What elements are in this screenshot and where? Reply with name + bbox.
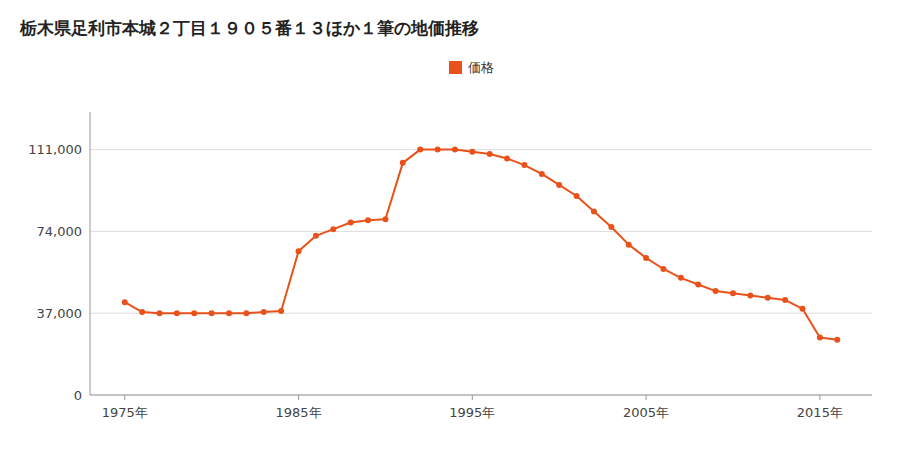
plot-area: [122, 147, 840, 343]
x-tick-label: 1975年: [102, 405, 148, 420]
series-marker: [278, 308, 284, 314]
y-tick-label: 74,000: [37, 224, 83, 239]
series-marker: [713, 288, 719, 294]
x-tick-label: 2015年: [797, 405, 843, 420]
y-axis-line: [90, 112, 91, 395]
series-marker: [139, 309, 145, 315]
y-tick-label: 0: [74, 388, 82, 403]
series-marker: [157, 310, 163, 316]
chart-svg: 栃木県足利市本城２丁目１９０５番１３ほか１筆の地価推移価格 0 37,000 74,0…: [0, 0, 900, 450]
series-marker: [782, 297, 788, 303]
series-marker: [643, 255, 649, 261]
series-marker: [608, 224, 614, 230]
y-tick-label: 37,000: [37, 306, 83, 321]
x-tick: [298, 395, 299, 400]
x-tick-label: 2005年: [623, 405, 669, 420]
series-marker: [435, 147, 441, 153]
series-marker: [504, 155, 510, 161]
x-tick: [646, 395, 647, 400]
series-marker: [417, 147, 423, 153]
grid-line: [90, 231, 872, 232]
grid-line: [90, 149, 872, 150]
series-marker: [330, 226, 336, 232]
series-marker: [695, 281, 701, 287]
x-tick-label: 1985年: [275, 405, 321, 420]
x-tick: [819, 395, 820, 400]
series-marker: [122, 299, 128, 305]
series-marker: [469, 149, 475, 155]
series-marker: [261, 309, 267, 315]
series-marker: [348, 220, 354, 226]
series-marker: [574, 193, 580, 199]
legend-swatch: [449, 61, 462, 74]
series-marker: [400, 160, 406, 166]
series-marker: [452, 147, 458, 153]
series-marker: [556, 182, 562, 188]
legend-label: 価格: [468, 60, 494, 75]
x-axis-line: [90, 395, 872, 396]
x-tick: [472, 395, 473, 400]
series-marker: [209, 310, 215, 316]
chart-container: 栃木県足利市本城２丁目１９０５番１３ほか１筆の地価推移価格 0 37,000 74,0…: [0, 0, 900, 450]
x-tick: [124, 395, 125, 400]
series-marker: [678, 275, 684, 281]
series-marker: [539, 171, 545, 177]
background: [0, 0, 900, 450]
series-marker: [660, 266, 666, 272]
x-tick-label: 1995年: [449, 405, 495, 420]
series-marker: [487, 151, 493, 157]
y-tick-label: 111,000: [28, 142, 82, 157]
series-marker: [626, 242, 632, 248]
series-marker: [799, 306, 805, 312]
series-marker: [382, 216, 388, 222]
series-marker: [765, 295, 771, 301]
series-marker: [365, 217, 371, 223]
series-marker: [226, 310, 232, 316]
series-marker: [591, 208, 597, 214]
series-marker: [243, 310, 249, 316]
axes: 0 37,000 74,000 111,000 1975年 1985年 1995年 2005年…: [28, 112, 872, 420]
series-line: [125, 150, 837, 340]
series-marker: [313, 233, 319, 239]
chart-title: 栃木県足利市本城２丁目１９０５番１３ほか１筆の地価推移: [19, 18, 479, 38]
series-marker: [521, 162, 527, 168]
legend: 価格: [449, 60, 494, 75]
series-marker: [174, 310, 180, 316]
series-marker: [191, 310, 197, 316]
grid-line: [90, 395, 872, 396]
series-marker: [817, 335, 823, 341]
series-marker: [730, 290, 736, 296]
series-marker: [834, 337, 840, 343]
series-marker: [747, 293, 753, 299]
series-marker: [296, 248, 302, 254]
